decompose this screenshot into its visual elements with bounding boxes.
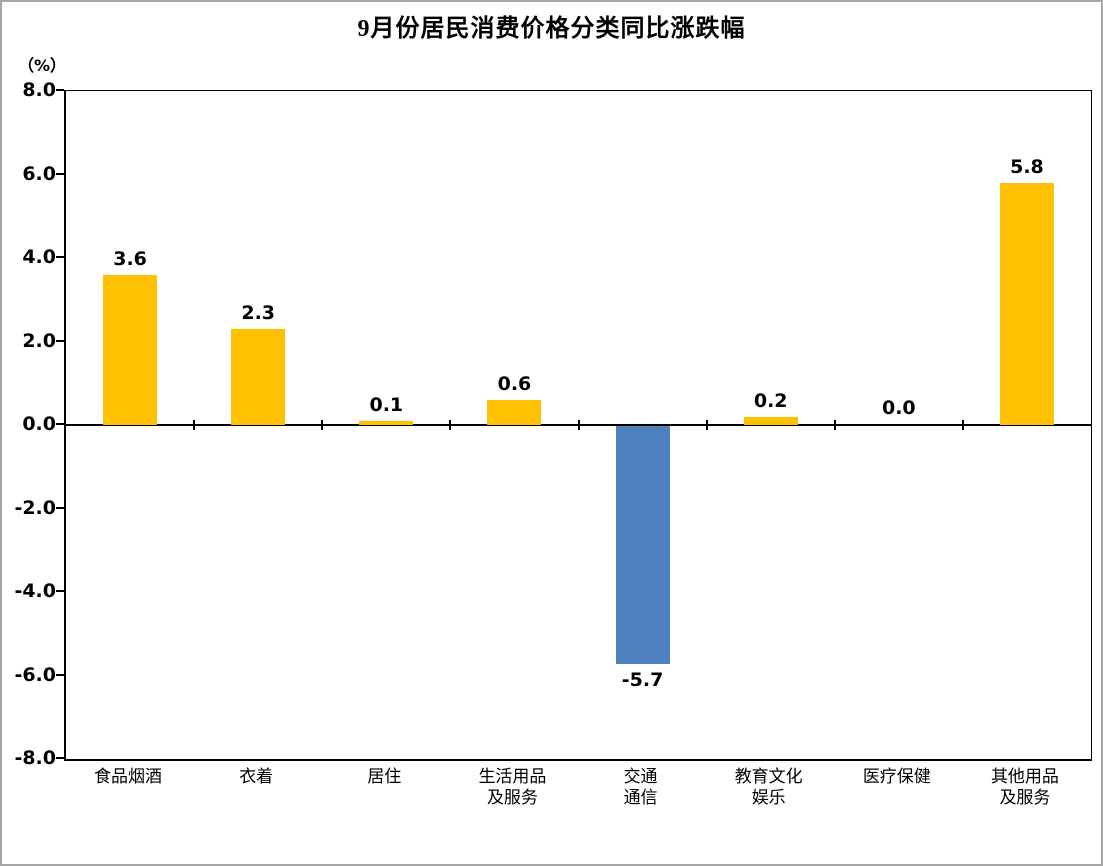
y-tick-label: 6.0 bbox=[22, 162, 56, 185]
chart-title: 9月份居民消费价格分类同比涨跌幅 bbox=[357, 16, 746, 42]
y-tick-mark bbox=[56, 89, 64, 91]
bar-value-label: 3.6 bbox=[113, 247, 147, 270]
bar-value-label: 0.0 bbox=[881, 397, 916, 419]
y-tick-mark bbox=[56, 256, 64, 258]
y-tick-label: 0.0 bbox=[22, 413, 56, 435]
bar bbox=[615, 426, 670, 664]
y-tick-label: -8.0 bbox=[14, 747, 56, 769]
y-tick-mark bbox=[56, 339, 64, 342]
y-tick-label: -6.0 bbox=[14, 663, 56, 686]
category-boundary-tick bbox=[193, 420, 196, 430]
y-tick-mark bbox=[56, 757, 64, 759]
category-label: 生活用品 及服务 bbox=[478, 767, 547, 807]
category-boundary-tick bbox=[577, 420, 580, 430]
bar-value-label: 0.2 bbox=[753, 389, 788, 412]
category-label: 交通 通信 bbox=[623, 767, 658, 807]
category-label: 衣着 bbox=[239, 767, 274, 786]
y-tick-label: -2.0 bbox=[14, 496, 56, 519]
y-tick-label: 2.0 bbox=[22, 329, 56, 352]
y-tick-mark bbox=[56, 423, 64, 425]
bar-value-label: 0.6 bbox=[497, 372, 532, 395]
bar bbox=[231, 328, 286, 425]
y-tick-mark bbox=[56, 590, 64, 592]
bar-value-label: 0.1 bbox=[369, 393, 404, 416]
bar-value-label: 2.3 bbox=[241, 301, 276, 324]
bar-value-label: 5.8 bbox=[1010, 155, 1044, 178]
bar bbox=[487, 399, 542, 425]
bar bbox=[999, 182, 1054, 425]
y-tick-mark bbox=[56, 172, 64, 175]
category-boundary-tick bbox=[321, 420, 324, 430]
category-label: 居住 bbox=[367, 767, 402, 786]
bar bbox=[743, 416, 798, 425]
category-label: 教育文化 娱乐 bbox=[734, 767, 803, 807]
category-label: 其他用品 及服务 bbox=[990, 767, 1059, 807]
category-boundary-tick bbox=[833, 420, 836, 430]
category-label: 医疗保健 bbox=[862, 767, 931, 786]
bar bbox=[103, 274, 158, 425]
plot-area: 3.6 2.3 0.1 0.6 -5.7 0.2 0.0 5.8 bbox=[64, 90, 1092, 761]
y-axis-unit-label: （%） bbox=[18, 56, 67, 75]
y-tick-label: 8.0 bbox=[22, 79, 56, 101]
bar-value-label: -5.7 bbox=[621, 668, 664, 691]
y-tick-label: 4.0 bbox=[22, 246, 56, 268]
category-label: 食品烟酒 bbox=[94, 767, 163, 786]
y-tick-mark bbox=[56, 506, 64, 509]
y-tick-mark bbox=[56, 673, 64, 676]
bar bbox=[359, 420, 414, 425]
y-tick-label: -4.0 bbox=[14, 580, 56, 602]
category-boundary-tick bbox=[705, 420, 708, 430]
category-boundary-tick bbox=[961, 420, 964, 430]
category-boundary-tick bbox=[449, 420, 452, 430]
